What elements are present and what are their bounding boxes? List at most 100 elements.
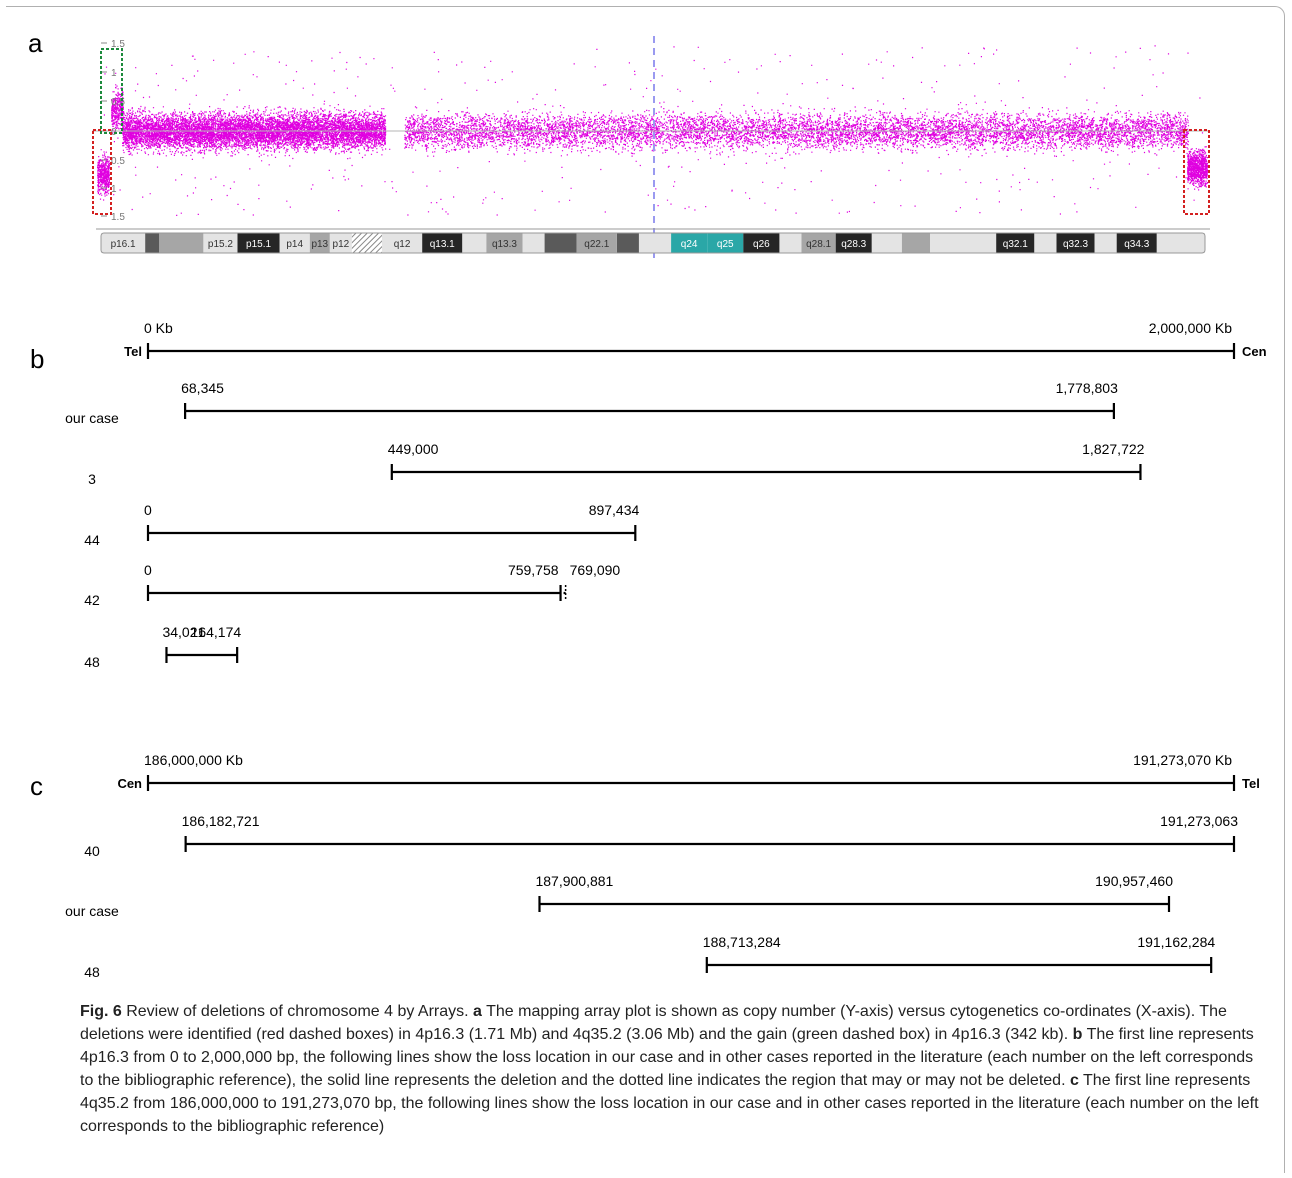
band bbox=[871, 233, 902, 253]
row-dotted-label: 769,090 bbox=[570, 562, 621, 578]
row-start-label: 68,345 bbox=[181, 380, 224, 396]
row-start-label: 0 bbox=[144, 502, 152, 518]
row-end-label: 191,162,284 bbox=[1137, 934, 1215, 950]
panel-c-letter: c bbox=[30, 771, 43, 801]
band bbox=[237, 233, 280, 253]
band bbox=[422, 233, 463, 253]
deletion-bar bbox=[705, 957, 1213, 973]
band-label: p16.1 bbox=[111, 239, 136, 250]
row-ref-label: our case bbox=[65, 410, 119, 426]
row-end-label: 190,957,460 bbox=[1095, 873, 1173, 889]
band bbox=[616, 233, 639, 253]
caption-a-label: a bbox=[473, 1003, 482, 1020]
band bbox=[279, 233, 310, 253]
band bbox=[101, 233, 146, 253]
deletion-bar bbox=[390, 464, 1142, 480]
row-end-label: 759,758 bbox=[508, 562, 559, 578]
deletion-bar bbox=[146, 585, 562, 601]
row-start-label: 186,182,721 bbox=[182, 813, 260, 829]
band bbox=[996, 233, 1035, 253]
band bbox=[309, 233, 330, 253]
band bbox=[1056, 233, 1095, 253]
band bbox=[1034, 233, 1057, 253]
row-ref-label: 40 bbox=[84, 843, 100, 859]
band bbox=[145, 233, 160, 253]
band bbox=[486, 233, 523, 253]
row-end-label: 897,434 bbox=[589, 502, 640, 518]
loss-box-red-q bbox=[1183, 129, 1210, 215]
band bbox=[203, 233, 238, 253]
band-label: q25 bbox=[717, 239, 734, 250]
caption-title: Review of deletions of chromosome 4 by A… bbox=[121, 1003, 474, 1020]
band bbox=[1116, 233, 1157, 253]
row-start-label: 0 bbox=[144, 562, 152, 578]
band-label: q32.3 bbox=[1063, 239, 1088, 250]
scale-left-end: Cen bbox=[117, 776, 142, 791]
band bbox=[1156, 233, 1205, 253]
band bbox=[351, 233, 382, 253]
band-label: q34.3 bbox=[1124, 239, 1149, 250]
band bbox=[901, 233, 930, 253]
band bbox=[382, 233, 423, 253]
band-label: q28.3 bbox=[841, 239, 866, 250]
y-tick-label: 0.5 bbox=[111, 156, 125, 167]
band bbox=[671, 233, 708, 253]
deletion-bar bbox=[165, 647, 239, 663]
y-tick-label: 1.5 bbox=[111, 39, 125, 50]
scale-line bbox=[146, 343, 1236, 359]
band bbox=[707, 233, 744, 253]
band-label: q28.1 bbox=[806, 239, 831, 250]
row-start-label: 34,021 bbox=[162, 624, 205, 640]
band bbox=[1094, 233, 1117, 253]
row-start-label: 188,713,284 bbox=[703, 934, 781, 950]
band bbox=[544, 233, 577, 253]
y-tick-label: 1 bbox=[111, 184, 117, 195]
scale-line bbox=[146, 775, 1236, 791]
row-ref-label: 3 bbox=[88, 471, 96, 487]
band bbox=[462, 233, 487, 253]
row-ref-label: our case bbox=[65, 903, 119, 919]
panel-b-deletion-map: Tel Cen 0 Kb 2,000,000 Kb our case 68,345 1,77… bbox=[65, 320, 1266, 670]
row-start-label: 187,900,881 bbox=[535, 873, 613, 889]
band bbox=[835, 233, 872, 253]
band-label: p13 bbox=[311, 239, 328, 250]
row-end-label: 1,778,803 bbox=[1056, 380, 1118, 396]
band-label: q13.1 bbox=[430, 239, 455, 250]
array-cnv-plot: 1.510.500.511.5 p16.1 p15.2 p15.1 p14 p13 p12… bbox=[92, 36, 1210, 258]
caption-c-text: The first line represents 4q35.2 from 18… bbox=[80, 1072, 1259, 1135]
band-label: q22.1 bbox=[584, 239, 609, 250]
band-label: p12 bbox=[333, 239, 350, 250]
scale-end-label: 2,000,000 Kb bbox=[1149, 320, 1233, 336]
scale-start-label: 186,000,000 Kb bbox=[144, 752, 243, 768]
row-ref-label: 48 bbox=[84, 654, 100, 670]
band bbox=[801, 233, 836, 253]
row-end-label: 191,273,063 bbox=[1160, 813, 1238, 829]
deletion-bar bbox=[184, 403, 1115, 419]
band-label: q12 bbox=[394, 239, 411, 250]
band bbox=[329, 233, 352, 253]
band-label: p14 bbox=[286, 239, 303, 250]
row-start-label: 449,000 bbox=[388, 441, 439, 457]
caption-a-text: The mapping array plot is shown as copy … bbox=[80, 1003, 1227, 1043]
band bbox=[159, 233, 204, 253]
band-label: q32.1 bbox=[1003, 239, 1028, 250]
band-label: q13.3 bbox=[492, 239, 517, 250]
caption-c-label: c bbox=[1069, 1072, 1079, 1089]
deletion-bar bbox=[184, 836, 1236, 852]
row-ref-label: 44 bbox=[84, 532, 100, 548]
row-end-label: 1,827,722 bbox=[1082, 441, 1144, 457]
figure-caption: Fig. 6 Review of deletions of chromosome… bbox=[80, 1000, 1270, 1138]
scale-left-end: Tel bbox=[124, 344, 142, 359]
band bbox=[638, 233, 671, 253]
panel-b-letter: b bbox=[30, 344, 45, 374]
scale-end-label: 191,273,070 Kb bbox=[1133, 752, 1232, 768]
panel-a-letter: a bbox=[28, 28, 43, 58]
chromosome-ideogram: p16.1 p15.2 p15.1 p14 p13 p12 q12 q13.1 q13.3 q22… bbox=[96, 228, 1210, 254]
y-tick-label: 0.5 bbox=[111, 97, 125, 108]
band-label: q26 bbox=[753, 239, 770, 250]
scale-right-end: Tel bbox=[1242, 776, 1260, 791]
deletion-bar bbox=[538, 896, 1171, 912]
loss-box-red-p bbox=[92, 129, 112, 215]
deletion-bar bbox=[146, 525, 637, 541]
caption-b-text: The first line represents 4p16.3 from 0 … bbox=[80, 1026, 1254, 1089]
